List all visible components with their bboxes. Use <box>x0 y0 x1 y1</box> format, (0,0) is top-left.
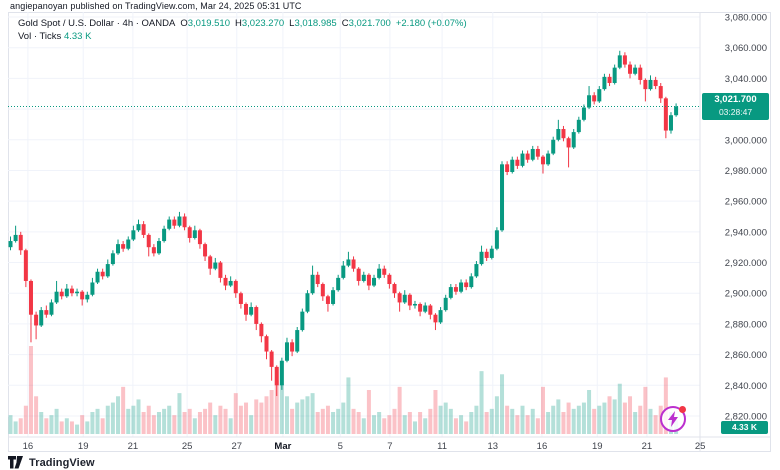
price-axis-label[interactable]: 2,960.000 <box>725 197 767 208</box>
price-axis-label[interactable]: 2,920.000 <box>725 258 767 269</box>
ohlc-low-value: 3,018.985 <box>294 18 337 29</box>
time-axis-label[interactable]: 7 <box>387 441 392 452</box>
tradingview-logo-icon <box>8 456 23 469</box>
price-axis-label[interactable]: 3,080.000 <box>725 13 767 24</box>
price-axis-label[interactable]: 2,840.000 <box>725 381 767 392</box>
time-axis-label[interactable]: 19 <box>592 441 603 452</box>
legend-symbol-row: Gold Spot / U.S. Dollar · 4h · OANDA O3,0… <box>18 17 467 30</box>
ohlc-open-value: 3,019.510 <box>187 18 230 29</box>
candles <box>8 50 679 397</box>
price-axis-label[interactable]: 3,060.000 <box>725 43 767 54</box>
volume-indicator-label: Vol · Ticks <box>18 31 62 42</box>
time-axis-label[interactable]: 21 <box>642 441 653 452</box>
price-axis-label[interactable]: 2,900.000 <box>725 289 767 300</box>
price-axis-label[interactable]: 2,860.000 <box>725 350 767 361</box>
lightning-icon <box>668 411 678 427</box>
symbol-title: Gold Spot / U.S. Dollar · 4h · OANDA <box>18 18 176 29</box>
time-axis-label[interactable]: 19 <box>78 441 89 452</box>
time-axis-label[interactable]: 5 <box>338 441 343 452</box>
time-axis-label[interactable]: 16 <box>23 441 34 452</box>
grid-lines <box>8 12 771 452</box>
volume-axis-badge: 4.33 K <box>721 421 768 434</box>
flash-icon-button[interactable] <box>660 406 686 432</box>
time-axis-label[interactable]: 11 <box>437 441 447 452</box>
chart-legend: Gold Spot / U.S. Dollar · 4h · OANDA O3,0… <box>18 17 467 43</box>
last-price-value: 3,021.700 <box>714 94 757 105</box>
footer-brand: TradingView <box>8 456 95 469</box>
ohlc-open-label: O <box>180 18 188 29</box>
price-axis-label[interactable]: 3,000.000 <box>725 135 767 146</box>
time-axis-label[interactable]: 27 <box>232 441 243 452</box>
time-axis-label[interactable]: 25 <box>182 441 193 452</box>
time-axis-label[interactable]: 16 <box>537 441 548 452</box>
ohlc-low-label: L <box>289 18 295 29</box>
time-axis-label[interactable]: Mar <box>274 441 291 452</box>
ohlc-close-value: 3,021.700 <box>348 18 391 29</box>
price-axis-label[interactable]: 2,820.000 <box>725 411 767 422</box>
price-axis-label[interactable]: 2,880.000 <box>725 319 767 330</box>
brand-name: TradingView <box>29 456 95 469</box>
ohlc-high-label: H <box>235 18 242 29</box>
ohlc-close-label: C <box>341 18 349 29</box>
axis-labels: 2,820.000 2,840.000 2,860.000 2,880.000 2,90… <box>23 13 767 453</box>
time-axis-label[interactable]: 25 <box>695 441 706 452</box>
change-value: +2.180 (+0.07%) <box>395 18 467 29</box>
ohlc-high-value: 3,023.270 <box>241 18 285 29</box>
time-axis-label[interactable]: 21 <box>128 441 139 452</box>
legend-volume-row: Vol · Ticks 4.33 K <box>18 30 467 43</box>
price-axis-label[interactable]: 3,040.000 <box>725 74 767 85</box>
volume-indicator-value: 4.33 K <box>63 31 92 42</box>
last-price-badge: 3,021.700 03:28:47 <box>702 93 769 120</box>
volume-bars <box>8 346 679 434</box>
notification-dot <box>679 406 686 413</box>
price-axis-label[interactable]: 2,980.000 <box>725 166 767 177</box>
bar-countdown: 03:28:47 <box>718 107 753 117</box>
time-axis-label[interactable]: 13 <box>488 441 499 452</box>
price-axis-label[interactable]: 2,940.000 <box>725 227 767 238</box>
published-line: angiepanoyan published on TradingView.co… <box>10 1 302 11</box>
